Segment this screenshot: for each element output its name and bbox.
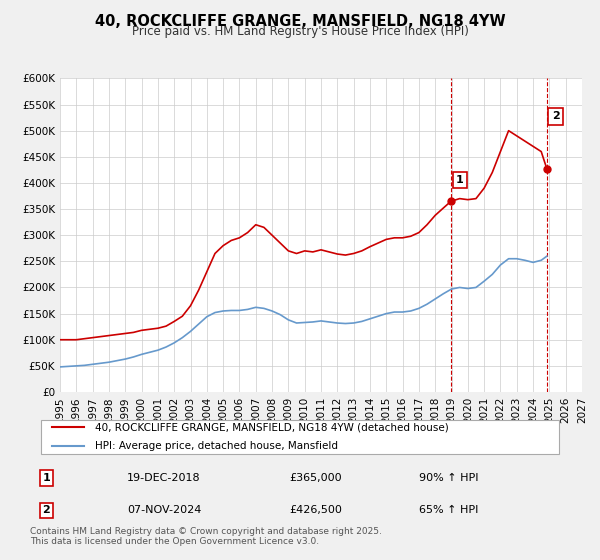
- Text: £426,500: £426,500: [289, 505, 342, 515]
- Text: Price paid vs. HM Land Registry's House Price Index (HPI): Price paid vs. HM Land Registry's House …: [131, 25, 469, 38]
- Text: Contains HM Land Registry data © Crown copyright and database right 2025.
This d: Contains HM Land Registry data © Crown c…: [30, 526, 382, 546]
- Text: 2: 2: [552, 111, 560, 122]
- Text: 19-DEC-2018: 19-DEC-2018: [127, 473, 201, 483]
- Text: 40, ROCKCLIFFE GRANGE, MANSFIELD, NG18 4YW: 40, ROCKCLIFFE GRANGE, MANSFIELD, NG18 4…: [95, 14, 505, 29]
- Text: 65% ↑ HPI: 65% ↑ HPI: [419, 505, 478, 515]
- Text: HPI: Average price, detached house, Mansfield: HPI: Average price, detached house, Mans…: [95, 441, 338, 451]
- Text: 1: 1: [456, 175, 464, 185]
- FancyBboxPatch shape: [41, 420, 559, 455]
- Text: 90% ↑ HPI: 90% ↑ HPI: [419, 473, 478, 483]
- Text: 07-NOV-2024: 07-NOV-2024: [127, 505, 202, 515]
- Text: 2: 2: [43, 505, 50, 515]
- Text: 40, ROCKCLIFFE GRANGE, MANSFIELD, NG18 4YW (detached house): 40, ROCKCLIFFE GRANGE, MANSFIELD, NG18 4…: [95, 422, 449, 432]
- Text: 1: 1: [43, 473, 50, 483]
- Text: £365,000: £365,000: [289, 473, 342, 483]
